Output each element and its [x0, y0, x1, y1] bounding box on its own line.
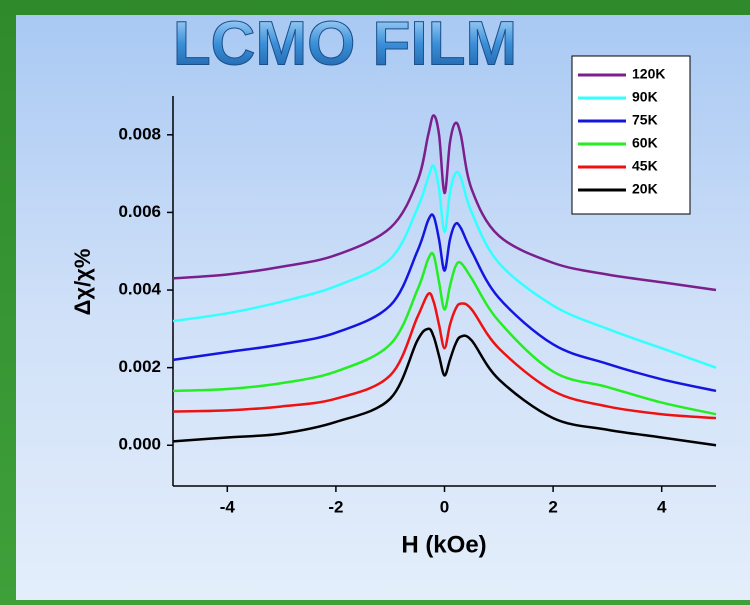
- x-tick-label: -2: [328, 497, 343, 516]
- x-tick-label: 2: [548, 497, 557, 516]
- y-tick-label: 0.004: [118, 280, 161, 299]
- y-tick-label: 0.006: [118, 202, 161, 221]
- legend-label: 20K: [632, 181, 658, 197]
- series-line: [172, 327, 717, 447]
- series-line: [172, 114, 717, 292]
- series-line: [172, 251, 717, 416]
- legend-label: 90K: [632, 89, 658, 105]
- y-axis-label: Δχ/χ%: [70, 249, 95, 316]
- legend-box: [571, 55, 691, 215]
- x-tick-label: 4: [657, 497, 667, 516]
- y-tick-label: 0.000: [118, 435, 161, 454]
- legend-label: 75K: [632, 112, 658, 128]
- x-tick-label: -4: [220, 497, 236, 516]
- y-tick-label: 0.002: [118, 357, 161, 376]
- x-tick-label: 0: [440, 497, 449, 516]
- legend-label: 60K: [632, 135, 658, 151]
- series-line: [172, 292, 717, 420]
- chart-title: LCMO FILM: [173, 9, 517, 78]
- legend-label: 120K: [632, 66, 665, 82]
- series-line: [172, 164, 717, 369]
- legend-label: 45K: [632, 158, 658, 174]
- y-tick-label: 0.008: [118, 124, 161, 143]
- series-line: [172, 213, 717, 393]
- x-axis-label: H (kOe): [401, 531, 486, 558]
